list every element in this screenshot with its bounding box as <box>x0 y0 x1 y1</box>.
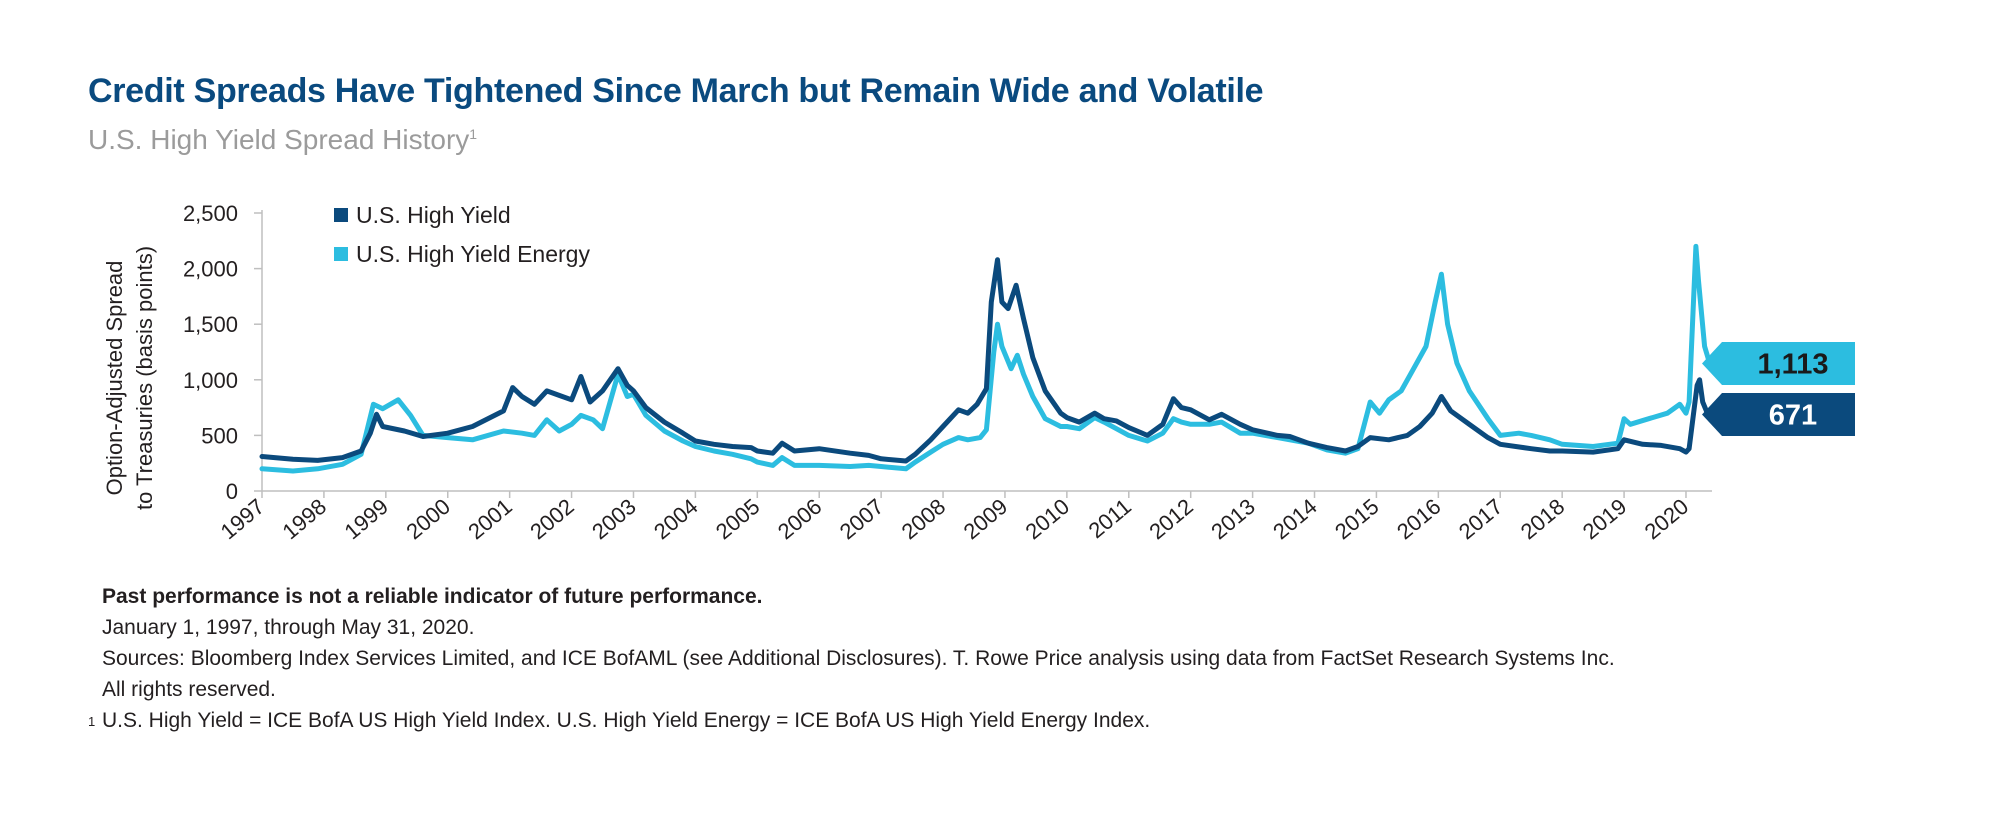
chart-title: Credit Spreads Have Tightened Since Marc… <box>88 72 1264 110</box>
y-tick-label: 1,000 <box>183 368 238 393</box>
x-tick-label: 2001 <box>463 494 517 545</box>
chart-subtitle: U.S. High Yield Spread History1 <box>88 124 477 156</box>
legend-swatch <box>334 247 348 261</box>
legend-label: U.S. High Yield <box>356 202 511 228</box>
x-tick-label: 2009 <box>959 494 1013 545</box>
x-tick-label: 2014 <box>1268 494 1322 545</box>
axes <box>261 210 1712 492</box>
x-tick-label: 2017 <box>1454 494 1508 545</box>
end-label-value: 671 <box>1769 400 1817 432</box>
x-tick-label: 2015 <box>1330 494 1384 545</box>
footnote-mark: 1 <box>88 714 96 729</box>
series-lines <box>259 243 1714 474</box>
x-tick-label: 2002 <box>525 494 579 545</box>
end-value-labels: 1,113 671 <box>1702 342 1855 436</box>
x-tick-label: 2011 <box>1084 494 1136 544</box>
x-tick-label: 1997 <box>216 494 270 545</box>
x-tick-label: 1998 <box>278 494 332 545</box>
y-axis-title-line1: Option-Adjusted Spread <box>102 261 127 496</box>
y-axis-ticks: 0 500 1,000 1,500 2,000 2,500 <box>183 201 262 504</box>
x-tick-label: 2012 <box>1144 494 1198 545</box>
x-tick-label: 2020 <box>1640 494 1694 545</box>
subtitle-text: U.S. High Yield Spread History <box>88 124 470 155</box>
y-tick-label: 1,500 <box>183 312 238 337</box>
y-tick-label: 2,500 <box>183 201 238 226</box>
x-tick-label: 2010 <box>1021 494 1075 545</box>
x-tick-label: 2006 <box>773 494 827 545</box>
notes: Past performance is not a reliable indic… <box>102 581 1615 736</box>
x-tick-label: 2019 <box>1578 494 1632 545</box>
period-note: January 1, 1997, through May 31, 2020. <box>102 616 475 639</box>
x-tick-label: 2016 <box>1392 494 1446 545</box>
legend-swatch <box>334 208 348 222</box>
x-tick-label: 2000 <box>401 494 455 545</box>
y-tick-label: 500 <box>201 423 238 448</box>
subtitle-footnote-mark: 1 <box>469 126 478 142</box>
x-tick-label: 2004 <box>649 494 703 545</box>
end-label-tag <box>1702 342 1855 385</box>
y-tick-label: 0 <box>226 479 238 504</box>
x-axis-ticks: 1997 1998 1999 2000 2001 2002 2003 2004 2005 2006… <box>216 491 1694 545</box>
rights-note: All rights reserved. <box>102 678 276 701</box>
y-axis-title-line2: to Treasuries (basis points) <box>132 246 157 510</box>
legend: U.S. High Yield U.S. High Yield Energy <box>334 202 590 267</box>
x-tick-label: 1999 <box>339 494 393 545</box>
end-label-tag <box>1702 393 1855 436</box>
y-axis-title: Option-Adjusted Spread to Treasuries (ba… <box>102 246 157 510</box>
series-line <box>259 243 1714 474</box>
disclaimer: Past performance is not a reliable indic… <box>102 585 763 608</box>
x-tick-label: 2003 <box>587 494 641 545</box>
y-tick-label: 2,000 <box>183 257 238 282</box>
end-label-value: 1,113 <box>1758 349 1829 381</box>
sources-note: Sources: Bloomberg Index Services Limite… <box>102 647 1615 670</box>
x-tick-label: 2005 <box>711 494 765 545</box>
legend-label: U.S. High Yield Energy <box>356 241 590 267</box>
footnote: U.S. High Yield = ICE BofA US High Yield… <box>102 709 1151 732</box>
x-tick-label: 2007 <box>835 494 889 545</box>
x-tick-label: 2013 <box>1206 494 1260 545</box>
x-tick-label: 2018 <box>1516 494 1570 545</box>
series-line <box>259 257 1714 464</box>
x-tick-label: 2008 <box>897 494 951 545</box>
